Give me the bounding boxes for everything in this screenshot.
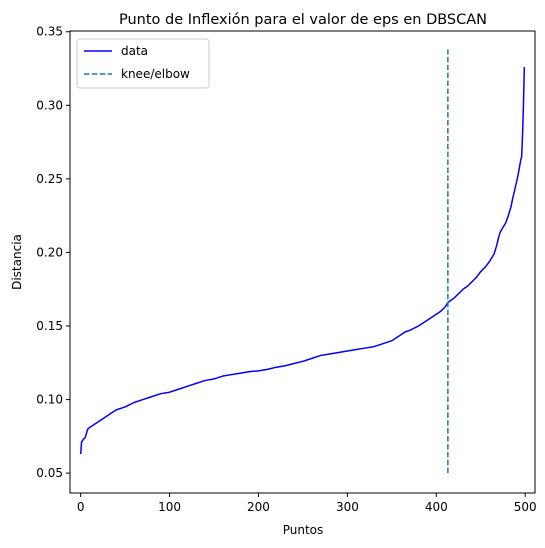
y-tick-label: 0.30 (36, 98, 63, 112)
x-tick-label: 100 (158, 500, 181, 514)
y-tick-label: 0.15 (36, 319, 63, 333)
chart-title: Punto de Inflexión para el valor de eps … (119, 12, 487, 28)
x-axis-label: Puntos (283, 523, 324, 537)
x-tick-label: 300 (336, 500, 359, 514)
plot-area (79, 49, 526, 474)
y-axis-label: Distancia (10, 234, 24, 290)
legend-data-label: data (121, 44, 148, 58)
x-tick-label: 200 (247, 500, 270, 514)
y-axis: 0.05 0.10 0.15 0.20 0.25 0.30 0.35 (36, 25, 70, 480)
legend-knee-label: knee/elbow (121, 67, 190, 81)
series-line-data (79, 67, 526, 455)
plot-frame (69, 30, 536, 494)
x-tick-label: 0 (77, 500, 85, 514)
y-tick-label: 0.25 (36, 172, 63, 186)
legend: data knee/elbow (76, 38, 210, 89)
y-tick-label: 0.10 (36, 393, 63, 407)
y-tick-label: 0.20 (36, 245, 63, 259)
x-tick-label: 400 (425, 500, 448, 514)
y-tick-label: 0.35 (36, 25, 63, 39)
y-tick-label: 0.05 (36, 466, 63, 480)
x-tick-label: 500 (514, 500, 537, 514)
x-axis: 0 100 200 300 400 500 (77, 493, 537, 514)
